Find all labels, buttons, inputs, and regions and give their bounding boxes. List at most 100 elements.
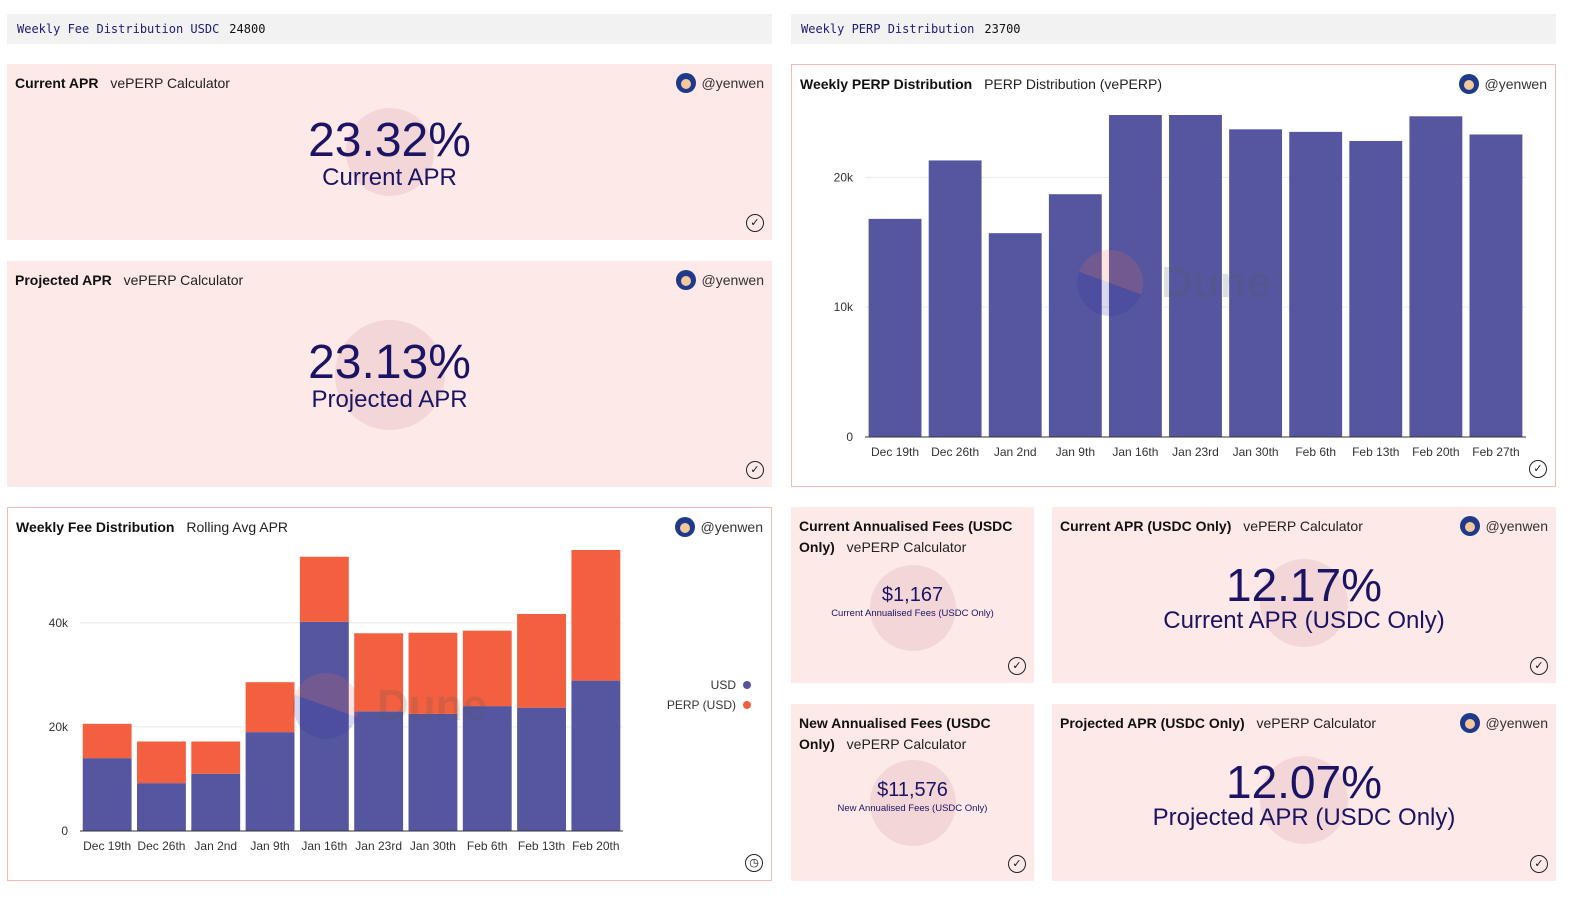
bar-perp xyxy=(299,556,349,622)
bar-usd xyxy=(137,783,186,831)
card-title[interactable]: Weekly PERP Distribution xyxy=(800,76,973,92)
card-current-apr: Current APR vePERP Calculator @yenwen 23… xyxy=(7,64,772,240)
author-name: @yenwen xyxy=(1485,715,1548,731)
bar-perp xyxy=(571,550,621,681)
bubble-decoration xyxy=(334,320,445,430)
counter: $11,576 New Annualised Fees (USDC Only) xyxy=(791,760,1034,846)
card-subtitle[interactable]: Rolling Avg APR xyxy=(186,519,289,535)
author[interactable]: @yenwen xyxy=(1458,74,1547,94)
x-tick-label: Feb 6th xyxy=(467,839,508,853)
author[interactable]: @yenwen xyxy=(674,517,763,537)
bar-usd xyxy=(354,711,404,831)
card-title[interactable]: Current Annualised Fees (USDC Only) xyxy=(799,518,1013,555)
bar-usd xyxy=(408,713,458,831)
card-header: Current APR vePERP Calculator xyxy=(15,73,230,94)
bar-usd xyxy=(245,732,295,831)
clock-icon[interactable]: ◷ xyxy=(745,854,763,872)
bubble-decoration xyxy=(345,108,434,196)
counter-value: 23.32% xyxy=(308,114,471,167)
card-current-apr-usdc: Current APR (USDC Only) vePERP Calculato… xyxy=(1052,507,1556,683)
card-subtitle[interactable]: vePERP Calculator xyxy=(1243,518,1363,534)
bar-usd xyxy=(82,758,132,831)
author[interactable]: @yenwen xyxy=(675,73,764,93)
card-title[interactable]: Projected APR (USDC Only) xyxy=(1060,715,1245,731)
card-title[interactable]: Current APR (USDC Only) xyxy=(1060,518,1232,534)
avatar-icon xyxy=(1458,74,1479,94)
fee-stacked-bar-chart: 0 20k 40k Dec 19th Dec 26th Jan 2nd Jan 9th Jan… xyxy=(49,550,623,853)
check-circle-icon[interactable]: ✓ xyxy=(1008,855,1026,873)
param-perp-distribution[interactable]: Weekly PERP Distribution 23700 xyxy=(791,14,1556,44)
card-header: Projected APR vePERP Calculator xyxy=(15,270,243,291)
counter-value: 12.07% xyxy=(1225,756,1382,808)
param-fee-distribution[interactable]: Weekly Fee Distribution USDC 24800 xyxy=(7,14,772,44)
check-circle-icon[interactable]: ✓ xyxy=(1529,460,1547,478)
card-subtitle[interactable]: vePERP Calculator xyxy=(1256,715,1377,731)
bar xyxy=(1229,129,1283,437)
x-tick-label: Jan 16th xyxy=(301,839,347,853)
bar xyxy=(1469,134,1523,437)
check-circle-icon[interactable]: ✓ xyxy=(1530,657,1548,675)
bubble-decoration xyxy=(1260,756,1348,844)
legend-item-usd[interactable]: USD xyxy=(667,678,751,692)
counter: 12.17% Current APR (USDC Only) xyxy=(1052,559,1556,647)
card-subtitle[interactable]: vePERP Calculator xyxy=(846,539,967,555)
x-tick-label: Feb 27th xyxy=(1472,445,1519,459)
y-tick-label: 10k xyxy=(834,300,854,314)
x-tick-label: Jan 23rd xyxy=(355,839,402,853)
card-title[interactable]: New Annualised Fees (USDC Only) xyxy=(799,715,991,752)
x-tick-label: Feb 13th xyxy=(518,839,565,853)
card-header: Weekly Fee Distribution Rolling Avg APR xyxy=(16,517,288,538)
author[interactable]: @yenwen xyxy=(1459,516,1548,536)
author-name: @yenwen xyxy=(1484,76,1547,92)
check-circle-icon[interactable]: ✓ xyxy=(1008,657,1026,675)
check-circle-icon[interactable]: ✓ xyxy=(1530,855,1548,873)
x-tick-label: Feb 20th xyxy=(572,839,619,853)
y-tick-label: 20k xyxy=(834,170,854,184)
check-circle-icon[interactable]: ✓ xyxy=(746,461,764,479)
bubble-decoration xyxy=(869,760,956,846)
param-value[interactable]: 24800 xyxy=(229,22,266,36)
x-tick-label: Feb 13th xyxy=(1352,445,1399,459)
bar-perp xyxy=(462,630,512,707)
card-subtitle[interactable]: PERP Distribution (vePERP) xyxy=(984,76,1163,92)
card-header: Current APR (USDC Only) vePERP Calculato… xyxy=(1060,516,1363,537)
card-subtitle[interactable]: vePERP Calculator xyxy=(123,272,244,288)
param-value[interactable]: 23700 xyxy=(984,22,1021,36)
bar xyxy=(1349,140,1403,437)
y-tick-label: 0 xyxy=(61,824,68,838)
author-name: @yenwen xyxy=(1485,518,1548,534)
card-title[interactable]: Projected APR xyxy=(15,272,112,288)
card-subtitle[interactable]: vePERP Calculator xyxy=(846,736,967,752)
card-subtitle[interactable]: vePERP Calculator xyxy=(110,75,230,91)
counter-caption: New Annualised Fees (USDC Only) xyxy=(837,803,988,814)
x-tick-label: Feb 6th xyxy=(1295,445,1336,459)
x-tick-label: Jan 23rd xyxy=(1172,445,1219,459)
x-tick-label: Jan 30th xyxy=(410,839,456,853)
card-perp-distribution: Weekly PERP Distribution PERP Distributi… xyxy=(791,64,1556,487)
param-label: Weekly Fee Distribution USDC xyxy=(17,22,220,36)
card-projected-apr-usdc: Projected APR (USDC Only) vePERP Calcula… xyxy=(1052,704,1556,881)
counter-caption: Current Annualised Fees (USDC Only) xyxy=(831,608,994,619)
author[interactable]: @yenwen xyxy=(1459,713,1548,733)
avatar-icon xyxy=(675,270,696,290)
author-name: @yenwen xyxy=(701,272,764,288)
counter-value: 23.13% xyxy=(308,336,471,389)
card-title[interactable]: Current APR xyxy=(15,75,99,91)
perp-bar-chart: 0 10k 20k Dec 19th Dec 26th Jan 2nd Jan 9th Jan… xyxy=(834,115,1526,459)
counter-value: 12.17% xyxy=(1225,559,1382,611)
bar xyxy=(1289,131,1343,437)
bubble-decoration xyxy=(1260,559,1348,647)
bar-perp xyxy=(408,632,458,714)
card-header: Weekly PERP Distribution PERP Distributi… xyxy=(800,74,1162,95)
check-circle-icon[interactable]: ✓ xyxy=(746,214,764,232)
counter: 12.07% Projected APR (USDC Only) xyxy=(1052,756,1556,844)
legend-item-perp[interactable]: PERP (USD) xyxy=(667,698,751,712)
bar-perp xyxy=(82,723,132,759)
card-header: Projected APR (USDC Only) vePERP Calcula… xyxy=(1060,713,1376,734)
bar xyxy=(1048,194,1102,437)
card-title[interactable]: Weekly Fee Distribution xyxy=(16,519,175,535)
x-tick-label: Jan 2nd xyxy=(994,445,1037,459)
counter: 23.13% Projected APR xyxy=(7,320,772,430)
legend-dot xyxy=(743,681,751,689)
author[interactable]: @yenwen xyxy=(675,270,764,290)
